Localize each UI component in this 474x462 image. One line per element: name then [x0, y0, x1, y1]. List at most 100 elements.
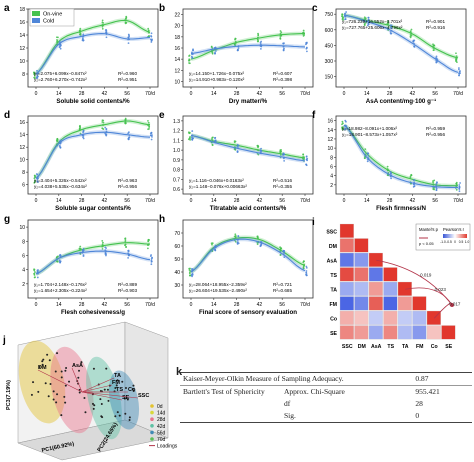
y-tick-label: 12 [327, 137, 333, 143]
data-point [214, 244, 217, 247]
y-tick-label: 12 [19, 145, 25, 151]
data-point [363, 24, 366, 26]
r2-cold: R²=0.916 [426, 25, 445, 30]
data-point [283, 256, 286, 258]
legend-marker [150, 410, 154, 415]
mantel-link [405, 287, 453, 306]
data-point [102, 241, 104, 244]
panel-j: jDM AsAFMTATSSECoSSCPC3(7.19%)PC1(60.92%)… [2, 321, 178, 461]
data-point [412, 40, 415, 43]
x-tick-label: 0 [343, 91, 346, 97]
data-point [79, 132, 82, 135]
x-tick-label: 56 [124, 198, 130, 204]
panel-a: a 8 10 12 14 16 18 0 14 28 42 56 70/d Soluble solid c… [4, 3, 159, 105]
pca-point [60, 370, 63, 373]
data-point [283, 153, 285, 156]
data-point [341, 123, 343, 126]
data-point [409, 175, 412, 178]
heat-cell [397, 296, 412, 311]
pca-point [30, 393, 33, 396]
data-point [190, 136, 193, 139]
panel-b: b 10 12 14 16 18 20 22 0 14 28 42 56 70/d Dry matter/%… [159, 3, 314, 105]
pca-point [114, 387, 117, 390]
data-point [236, 243, 239, 245]
panel-letter: c [312, 3, 318, 14]
data-point [124, 122, 127, 125]
data-point [282, 49, 285, 52]
heat-cell [339, 296, 354, 311]
data-point [124, 244, 127, 246]
y-tick-label: 14 [327, 128, 333, 134]
data-point [81, 38, 84, 41]
x-tick-label: 56 [279, 91, 285, 97]
panel-d: d 6 8 10 12 14 16 0 14 28 42 56 70/d Soluble sugar co… [4, 110, 159, 212]
x-tick-label: 28 [234, 91, 240, 97]
data-point [433, 44, 435, 47]
data-point [127, 138, 130, 141]
series-line [343, 124, 459, 189]
data-point [79, 125, 81, 128]
data-point [432, 188, 435, 191]
heat-cell [397, 325, 412, 340]
data-point [59, 254, 62, 257]
r2-onvine: R²=0.889 [118, 282, 137, 287]
y-tick-label: 10 [19, 225, 25, 231]
data-point [36, 178, 39, 181]
pca-point [92, 367, 95, 370]
equation-onvine: y₁=14.150+1.726x−0.075x² [189, 71, 245, 76]
y-tick-label: 1.3 [173, 119, 180, 125]
data-point [306, 50, 308, 53]
data-point [124, 237, 127, 240]
panel-letter: i [312, 217, 315, 228]
col-label: DM [358, 344, 366, 350]
r2-cold: R²=0.956 [426, 132, 445, 137]
heat-cell [354, 281, 369, 296]
data-point [257, 145, 260, 148]
data-point [302, 29, 305, 32]
data-point [57, 255, 59, 258]
heat-cell [368, 281, 383, 296]
pca-point [105, 367, 108, 370]
data-point [305, 272, 308, 275]
group-ellipse [86, 356, 122, 440]
heat-cell [339, 223, 354, 238]
loading-label: FM [112, 380, 120, 386]
x-tick-label: 28 [387, 198, 393, 204]
data-point [125, 15, 128, 18]
heat-cell [383, 325, 398, 340]
data-point [124, 121, 127, 124]
y-tick-label: 30 [174, 283, 180, 289]
x-tick-label: 70/d [453, 91, 463, 97]
heat-cell [412, 310, 427, 325]
data-point [237, 47, 240, 49]
legend-label: On-vine [43, 12, 62, 18]
data-point [458, 67, 460, 69]
data-point [124, 240, 127, 243]
df-label: df [284, 399, 291, 408]
heat-cell [383, 310, 398, 325]
y-tick-label: 22 [174, 13, 180, 19]
x-tick-label: 14 [56, 302, 62, 308]
pca-point [103, 388, 106, 391]
pca-point [118, 414, 121, 417]
x-tick-label: 70/d [145, 302, 155, 308]
heat-cell [354, 325, 369, 340]
x-tick-label: 42 [257, 302, 263, 308]
mantel-legend: Mantel's p Pearson's r p < 0.05 -1.0 -0.5 0 0.… [415, 223, 471, 251]
data-point [386, 165, 389, 168]
data-point [104, 246, 107, 249]
x-tick-label: 56 [432, 198, 438, 204]
x-tick-label: 14 [56, 91, 62, 97]
loading-label: TA [114, 373, 121, 379]
data-point [341, 120, 344, 123]
data-point [279, 246, 281, 249]
pca-point [38, 365, 41, 368]
x-tick-label: 56 [124, 302, 130, 308]
data-point [59, 261, 61, 264]
pca-point [107, 399, 110, 402]
data-point [233, 140, 236, 143]
heat-cell [354, 252, 369, 267]
data-point [101, 121, 104, 123]
data-point [101, 25, 104, 28]
data-point [33, 276, 36, 279]
